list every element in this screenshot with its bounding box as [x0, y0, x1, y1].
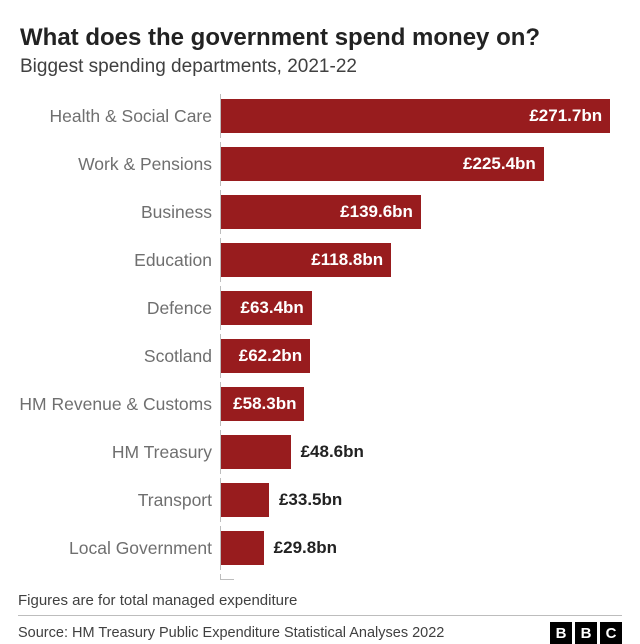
- bar: [221, 483, 269, 517]
- bar-row: Education £118.8bn: [18, 238, 622, 282]
- bar-value-label: £33.5bn: [279, 490, 342, 510]
- bar: [221, 435, 291, 469]
- chart-subtitle: Biggest spending departments, 2021-22: [20, 56, 622, 78]
- bar-area: £58.3bn: [221, 387, 622, 421]
- bar-category-label: Business: [18, 202, 220, 223]
- bar-row: HM Treasury £48.6bn: [18, 430, 622, 474]
- bar-value-label: £48.6bn: [301, 442, 364, 462]
- bar-area: £29.8bn: [221, 531, 622, 565]
- bar: £62.2bn: [221, 339, 310, 373]
- axis-origin-stub: [220, 574, 234, 580]
- bar: £225.4bn: [221, 147, 544, 181]
- bar-area: £139.6bn: [221, 195, 622, 229]
- bar-area: £48.6bn: [221, 435, 622, 469]
- chart-source: Source: HM Treasury Public Expenditure S…: [18, 625, 444, 641]
- bar-area: £271.7bn: [221, 99, 622, 133]
- bar-category-label: HM Revenue & Customs: [18, 394, 220, 415]
- bar-category-label: Work & Pensions: [18, 154, 220, 175]
- bar-row: Local Government £29.8bn: [18, 526, 622, 570]
- footer-divider: [18, 615, 622, 616]
- bbc-logo-letter: C: [600, 622, 622, 644]
- bar-value-label: £271.7bn: [529, 106, 602, 126]
- chart-footnote: Figures are for total managed expenditur…: [18, 588, 622, 609]
- bar-category-label: HM Treasury: [18, 442, 220, 463]
- bar-row: Transport £33.5bn: [18, 478, 622, 522]
- bar-value-label: £225.4bn: [463, 154, 536, 174]
- bar: £58.3bn: [221, 387, 304, 421]
- bar-category-label: Transport: [18, 490, 220, 511]
- bar-area: £225.4bn: [221, 147, 622, 181]
- bbc-logo: B B C: [550, 622, 622, 644]
- bar-row: Scotland £62.2bn: [18, 334, 622, 378]
- bar: £271.7bn: [221, 99, 610, 133]
- bar-area: £62.2bn: [221, 339, 622, 373]
- bar-row: Defence £63.4bn: [18, 286, 622, 330]
- bar-value-label: £58.3bn: [233, 394, 296, 414]
- bar-row: Business £139.6bn: [18, 190, 622, 234]
- bar-value-label: £63.4bn: [240, 298, 303, 318]
- bar-value-label: £62.2bn: [239, 346, 302, 366]
- bar-value-label: £29.8bn: [274, 538, 337, 558]
- bar-area: £63.4bn: [221, 291, 622, 325]
- bar-value-label: £139.6bn: [340, 202, 413, 222]
- bar-category-label: Scotland: [18, 346, 220, 367]
- bar-area: £118.8bn: [221, 243, 622, 277]
- bar-category-label: Defence: [18, 298, 220, 319]
- bar-row: HM Revenue & Customs £58.3bn: [18, 382, 622, 426]
- bar-area: £33.5bn: [221, 483, 622, 517]
- bar-row: Health & Social Care £271.7bn: [18, 94, 622, 138]
- bbc-logo-letter: B: [575, 622, 597, 644]
- bar: £139.6bn: [221, 195, 421, 229]
- bar-value-label: £118.8bn: [311, 250, 383, 270]
- bar-category-label: Local Government: [18, 538, 220, 559]
- bar-category-label: Health & Social Care: [18, 106, 220, 127]
- bar: £118.8bn: [221, 243, 391, 277]
- bar: £63.4bn: [221, 291, 312, 325]
- bar: [221, 531, 264, 565]
- bar-row: Work & Pensions £225.4bn: [18, 142, 622, 186]
- bar-category-label: Education: [18, 250, 220, 271]
- bbc-logo-letter: B: [550, 622, 572, 644]
- bar-chart: Health & Social Care £271.7bn Work & Pensi…: [18, 94, 622, 570]
- chart-title: What does the government spend money on?: [20, 24, 622, 52]
